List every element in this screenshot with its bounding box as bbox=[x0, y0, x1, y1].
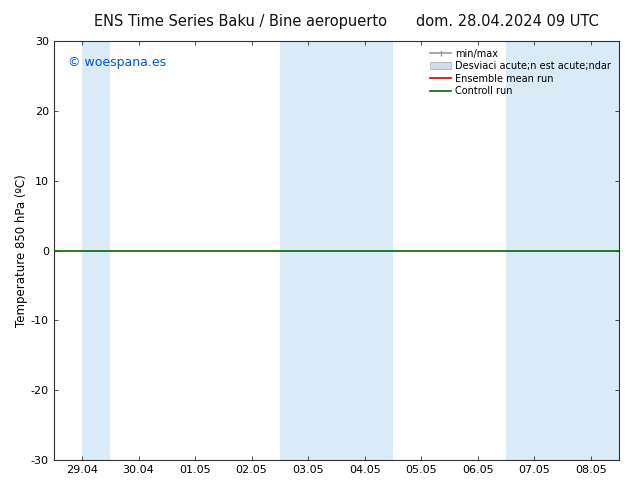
Bar bbox=[280, 41, 393, 460]
Y-axis label: Temperature 850 hPa (ºC): Temperature 850 hPa (ºC) bbox=[15, 174, 28, 327]
Text: ENS Time Series Baku / Bine aeropuerto: ENS Time Series Baku / Bine aeropuerto bbox=[94, 14, 387, 29]
Bar bbox=[506, 41, 619, 460]
Legend: min/max, Desviaci acute;n est acute;ndar, Ensemble mean run, Controll run: min/max, Desviaci acute;n est acute;ndar… bbox=[427, 46, 614, 99]
Text: dom. 28.04.2024 09 UTC: dom. 28.04.2024 09 UTC bbox=[416, 14, 598, 29]
Bar bbox=[82, 41, 110, 460]
Text: © woespana.es: © woespana.es bbox=[68, 56, 166, 69]
